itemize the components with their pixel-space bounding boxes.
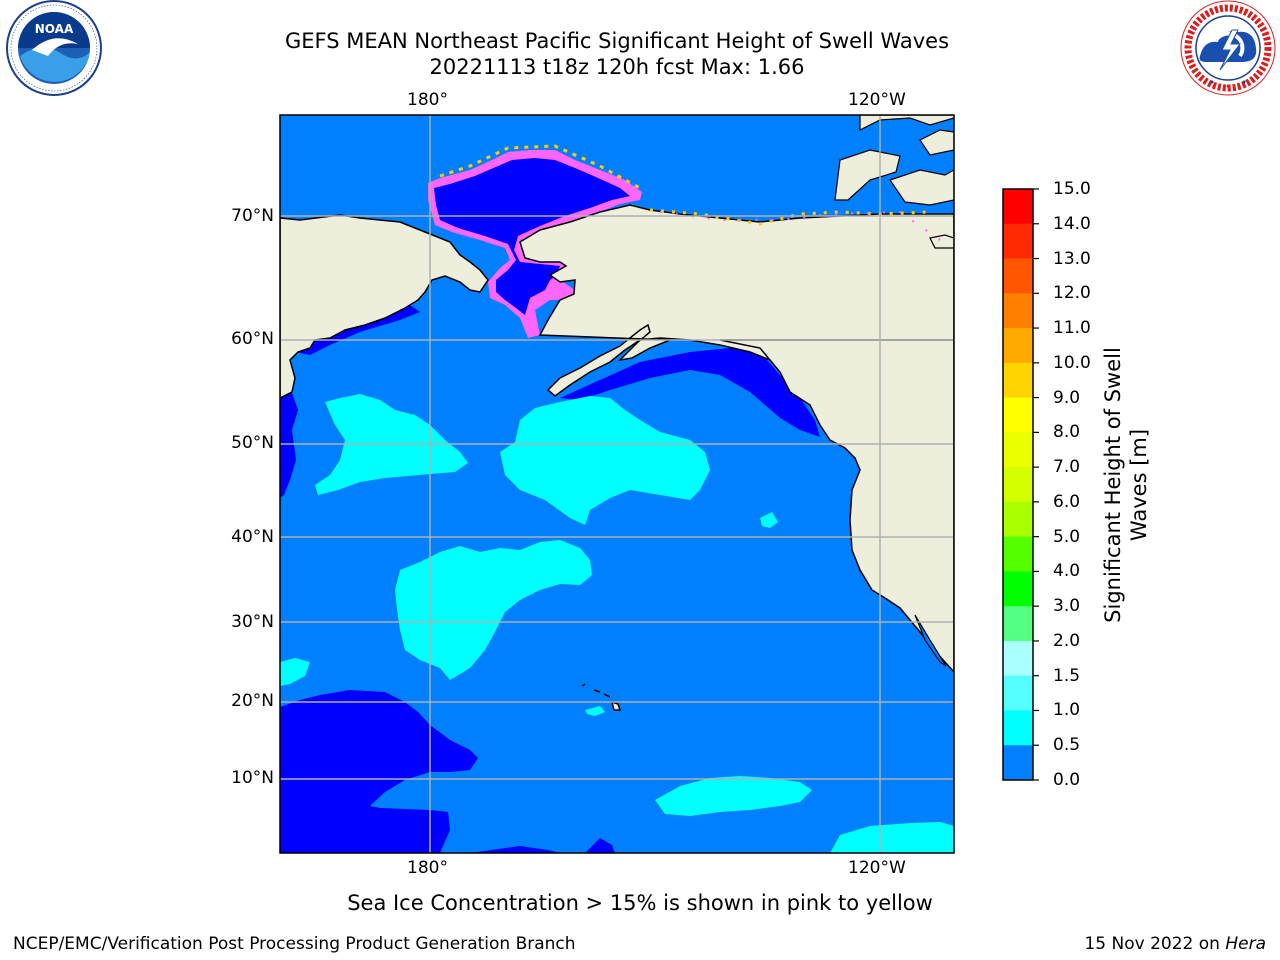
colorbar-tick-label: 6.0 [1053, 491, 1081, 512]
land-arctic-island-3 [889, 169, 954, 206]
swell-band-1-0-1-5-north-central [500, 396, 710, 525]
swell-low-zone-gulf-alaska [560, 348, 820, 437]
colorbar-tick-label: 1.0 [1053, 700, 1081, 721]
lat-tick-20n: 20°N [231, 691, 274, 711]
swell-band-1-0-1-5-small [760, 512, 778, 528]
ocean-arctic-basin [434, 158, 630, 315]
land-baja [914, 614, 947, 667]
lat-tick-40n: 40°N [231, 527, 274, 547]
lat-tick-30n: 30°N [231, 612, 274, 632]
nws-logo-icon [1176, 0, 1280, 98]
noaa-logo-text: NOAA [35, 22, 74, 36]
swell-low-zone-south2 [585, 838, 615, 853]
page-title: GEFS MEAN Northeast Pacific Significant … [284, 29, 950, 53]
footer-credit: NCEP/EMC/Verification Post Processing Pr… [13, 934, 576, 954]
swell-low-zone-west [280, 393, 298, 498]
colorbar-tick-label: 12.0 [1053, 283, 1091, 304]
swell-band-1-0-1-5-central [395, 540, 592, 680]
colorbar-tick-label: 2.0 [1053, 630, 1081, 651]
colorbar-tick-label: 11.0 [1053, 318, 1091, 339]
land-hawaii [581, 683, 622, 711]
colorbar-tick-label: 0.5 [1053, 735, 1081, 756]
swell-band-1-0-1-5-west [280, 658, 310, 686]
colorbar-tick-label: 7.0 [1053, 457, 1081, 478]
lat-tick-50n: 50°N [231, 433, 274, 453]
lat-tick-70n: 70°N [231, 206, 274, 226]
colorbar-tick-label: 14.0 [1053, 213, 1091, 234]
swell-low-zone-southwest [280, 690, 478, 853]
lon-tick-bottom-120w: 120°W [848, 858, 906, 878]
colorbar-tick-label: 1.5 [1053, 665, 1081, 686]
colorbar-tick-label: 15.0 [1053, 179, 1091, 199]
land-arctic-island-4 [919, 129, 954, 156]
swell-low-zone-aleutian [295, 305, 420, 355]
colorbar-tick-label: 13.0 [1053, 248, 1091, 269]
colorbar-tick-label: 5.0 [1053, 526, 1081, 547]
lon-tick-top-180: 180° [407, 90, 448, 110]
colorbar-tick-label: 9.0 [1053, 387, 1081, 408]
swell-low-zone-south [470, 846, 560, 853]
colorbar-tick-label: 3.0 [1053, 596, 1081, 617]
land-arctic-islands [859, 115, 954, 131]
sea-ice-note: Sea Ice Concentration > 15% is shown in … [347, 891, 933, 915]
lat-tick-60n: 60°N [231, 329, 274, 349]
colorbar-tick-label: 10.0 [1053, 352, 1091, 373]
land-siberia [280, 214, 489, 399]
footer-date-text: 15 Nov 2022 on [1084, 934, 1220, 954]
noaa-logo-icon: NOAA [2, 0, 106, 98]
colorbar-tick-label: 8.0 [1053, 422, 1081, 443]
swell-band-1-0-1-5-south [655, 776, 812, 816]
forecast-subtitle: 20221113 t18z 120h fcst Max: 1.66 [429, 55, 805, 79]
footer-date: 15 Nov 2022 on Hera [1084, 934, 1266, 954]
lat-tick-10n: 10°N [231, 768, 274, 788]
lon-tick-bottom-180: 180° [407, 858, 448, 878]
colorbar-tick-label: 4.0 [1053, 561, 1081, 582]
land-arctic-island-2 [834, 149, 901, 201]
land-arctic-island-5 [929, 234, 954, 249]
swell-band-1-0-1-5-southeast [830, 822, 954, 853]
map-frame [279, 114, 955, 854]
colorbar-tick-label: 0.0 [1053, 770, 1081, 790]
colorbar-title: Significant Height of Swell Waves [m] [1101, 347, 1151, 623]
sea-ice-alaska-coast-pink [659, 210, 941, 241]
footer-machine: Hera [1225, 934, 1266, 954]
lon-tick-top-120w: 120°W [848, 90, 906, 110]
swell-band-1-0-1-5-hawaii [585, 706, 605, 716]
map-graticule [280, 115, 954, 853]
